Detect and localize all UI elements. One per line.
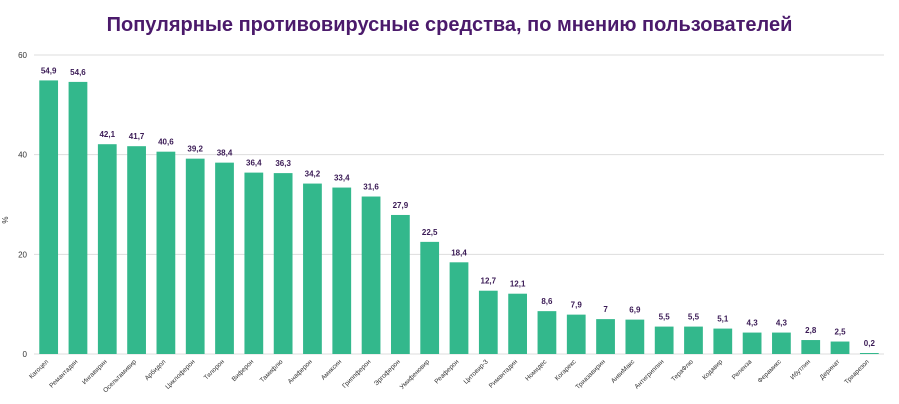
y-axis-ticks: 0 20 40 60 bbox=[18, 51, 27, 359]
value-label: 27,9 bbox=[393, 201, 409, 210]
bar bbox=[215, 162, 234, 354]
bar bbox=[684, 326, 703, 354]
value-label: 31,6 bbox=[363, 183, 379, 192]
bar bbox=[391, 214, 410, 354]
bar bbox=[361, 196, 381, 354]
value-label: 5,5 bbox=[659, 313, 671, 322]
bar bbox=[537, 311, 557, 354]
bar bbox=[68, 81, 88, 354]
value-label: 12,7 bbox=[481, 277, 497, 286]
x-tick-label: Циклоферон bbox=[164, 358, 197, 391]
value-label: 22,5 bbox=[422, 228, 438, 237]
x-tick-label: ТераФлю bbox=[670, 358, 695, 383]
x-tick-label: Амиксин bbox=[320, 358, 343, 381]
y-tick-label: 20 bbox=[18, 250, 27, 259]
x-tick-label: Цитовир-3 bbox=[463, 358, 490, 385]
value-label: 2,8 bbox=[805, 326, 817, 335]
value-label: 7 bbox=[603, 305, 608, 314]
x-tick-label: Гриппферон bbox=[341, 358, 373, 390]
bar bbox=[801, 340, 821, 354]
bar bbox=[772, 332, 791, 354]
bar bbox=[185, 158, 205, 354]
chart-title: Популярные противовирусные средства, по … bbox=[106, 14, 793, 36]
bar bbox=[830, 341, 850, 354]
x-tick-label: АнвиМакс bbox=[610, 358, 637, 385]
x-tick-label: Кодавир bbox=[701, 358, 724, 381]
value-label: 5,1 bbox=[717, 315, 729, 324]
bar bbox=[39, 80, 59, 354]
x-tick-label: Тилорон bbox=[203, 358, 226, 381]
value-label: 41,7 bbox=[129, 132, 145, 141]
bar bbox=[566, 314, 586, 354]
bar bbox=[713, 328, 733, 354]
x-tick-label: Триазавирин bbox=[574, 358, 607, 391]
x-tick-label: Ферамикс bbox=[757, 358, 784, 385]
value-label: 39,2 bbox=[187, 145, 203, 154]
value-label: 4,3 bbox=[776, 319, 788, 328]
value-label: 33,4 bbox=[334, 174, 350, 183]
value-label: 42,1 bbox=[99, 130, 115, 139]
bar bbox=[420, 241, 440, 354]
x-tick-label: Виферон bbox=[231, 358, 256, 383]
bars bbox=[39, 80, 879, 354]
value-label: 54,6 bbox=[70, 68, 86, 77]
x-tick-label: Эргоферон bbox=[373, 358, 402, 387]
bar bbox=[127, 146, 146, 354]
value-labels: 54,9 54,6 42,1 41,7 40,6 39,2 38,4 36,4 36,3 34,2… bbox=[41, 66, 876, 348]
bar bbox=[303, 183, 322, 354]
y-tick-label: 0 bbox=[23, 350, 28, 359]
value-label: 34,2 bbox=[305, 170, 321, 179]
value-label: 36,3 bbox=[275, 159, 291, 168]
y-tick-label: 60 bbox=[18, 51, 27, 60]
value-label: 12,1 bbox=[510, 280, 526, 289]
y-tick-label: 40 bbox=[18, 151, 27, 160]
bar bbox=[742, 332, 762, 354]
bar bbox=[478, 290, 498, 354]
x-tick-label: Антигриппин bbox=[633, 358, 665, 390]
x-tick-label: Ингавирин bbox=[81, 358, 109, 386]
x-tick-label: Кагоцел bbox=[28, 358, 50, 380]
x-tick-label: Реаферон bbox=[433, 358, 460, 385]
bar bbox=[273, 173, 293, 354]
bar bbox=[625, 319, 645, 354]
value-label: 6,9 bbox=[629, 306, 641, 315]
value-label: 4,3 bbox=[747, 319, 759, 328]
bar bbox=[332, 187, 352, 354]
bar bbox=[508, 293, 527, 354]
x-tick-label: Реленза bbox=[731, 358, 754, 381]
x-tick-label: Номидес bbox=[524, 358, 549, 383]
value-label: 0,2 bbox=[864, 339, 876, 348]
bar bbox=[244, 172, 264, 354]
x-tick-label: Ибутлин bbox=[789, 357, 813, 381]
y-axis-label: % bbox=[1, 216, 10, 223]
value-label: 36,4 bbox=[246, 159, 262, 168]
value-label: 2,5 bbox=[834, 328, 846, 337]
x-tick-label: Ремантадин bbox=[48, 358, 79, 389]
bar bbox=[859, 353, 879, 354]
value-label: 40,6 bbox=[158, 138, 174, 147]
bar bbox=[654, 326, 674, 354]
x-tick-label: Триарезол bbox=[843, 358, 871, 386]
bar bbox=[449, 262, 469, 354]
value-label: 38,4 bbox=[217, 149, 233, 158]
x-tick-label: Деринат bbox=[819, 358, 842, 381]
value-label: 54,9 bbox=[41, 66, 57, 75]
value-label: 7,9 bbox=[571, 301, 583, 310]
x-tick-label: Тамифлю bbox=[259, 358, 285, 384]
bar bbox=[97, 144, 117, 354]
bar bbox=[156, 151, 176, 354]
value-label: 8,6 bbox=[541, 297, 553, 306]
x-tick-label: Когарекс bbox=[554, 358, 578, 382]
x-tick-label: Анаферон bbox=[287, 358, 314, 385]
x-tick-label: Римантадин bbox=[488, 358, 520, 390]
x-tick-label: Умифеновир bbox=[399, 358, 432, 391]
value-label: 5,5 bbox=[688, 313, 700, 322]
bar bbox=[596, 319, 615, 354]
value-label: 18,4 bbox=[451, 248, 467, 257]
x-tick-label: Арбидол bbox=[143, 358, 167, 382]
